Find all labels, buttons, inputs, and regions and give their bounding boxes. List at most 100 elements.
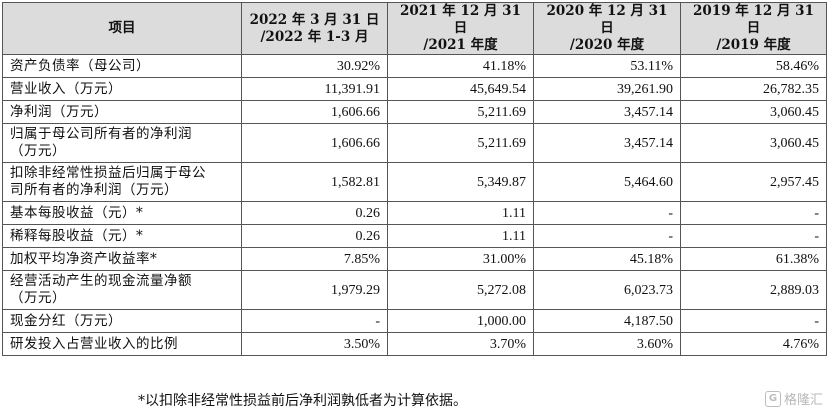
value-cell: 5,272.08 [387,270,534,310]
table-row: 加权平均净资产收益率* 7.85% 31.00% 45.18% 61.38% [2,247,827,271]
financial-indicators-table: 项目 2022 年 3 月 31 日/2022 年 1-3 月 2021 年 12 … [2,2,827,356]
table-body: 资产负债率（母公司） 30.92% 41.18% 53.11% 58.46% 营业收入（万… [2,54,827,356]
header-period-4: 2019 年 12 月 31 日/2019 年度 [680,2,827,55]
table-row: 稀释每股收益（元）* 0.26 1.11- - [2,224,827,248]
value-cell: 1,000.00 [387,309,534,333]
row-label-line: 加权平均净资产收益率* [10,250,158,267]
value-cell: 2,889.03 [680,270,827,310]
row-label-line: 现金分红（万元） [10,312,122,329]
header-line-2: /2019 年度 [716,37,791,53]
header-line-1: 2019 年 12 月 31 日 [693,3,814,36]
watermark: G 格隆汇 [764,389,823,408]
row-label: 营业收入（万元） [2,77,242,101]
value-cell: 1,582.81 [241,162,388,202]
value-cell: 41.18% [387,54,534,78]
value-cell: 5,211.69 [387,100,534,124]
row-label: 现金分红（万元） [2,309,242,333]
table-row: 资产负债率（母公司） 30.92% 41.18% 53.11% 58.46% [2,54,827,78]
header-line-1: 项目 [108,20,136,36]
row-label-line: 扣除非经常性损益后归属于母公 [10,165,206,181]
value-cell: 5,211.69 [387,123,534,163]
table-row: 研发投入占营业收入的比例 3.50% 3.70% 3.60% 4.76% [2,332,827,356]
value-cell: 3,060.45 [680,123,827,163]
value-cell: 3,457.14 [533,123,681,163]
value-cell: 3,457.14 [533,100,681,124]
value-cell: 2,957.45 [680,162,827,202]
row-label-line: 营业收入（万元） [10,80,122,97]
value-cell: 1,979.29 [241,270,388,310]
value-cell: 5,464.60 [533,162,681,202]
row-label-line: 司所有者的净利润（万元） [10,182,178,198]
value-cell: 53.11% [533,54,681,78]
value-cell: - [241,309,388,333]
value-cell: 1.11 [387,201,534,225]
row-label: 扣除非经常性损益后归属于母公 司所有者的净利润（万元） [2,162,242,202]
row-label-line: 净利润（万元） [10,103,108,120]
value-cell: 3.60% [533,332,681,356]
row-label: 稀释每股收益（元）* [2,224,242,248]
row-label: 归属于母公司所有者的净利润 （万元） [2,123,242,163]
row-label: 经营活动产生的现金流量净额 （万元） [2,270,242,310]
value-cell: 5,349.87 [387,162,534,202]
value-cell: 39,261.90 [533,77,681,101]
row-label-line: 资产负债率（母公司） [10,57,150,74]
row-label-line: 稀释每股收益（元）* [10,227,144,244]
value-cell: 7.85% [241,247,388,271]
row-label: 资产负债率（母公司） [2,54,242,78]
header-line-1: 2022 年 3 月 31 日 [249,11,380,28]
gelonghui-logo-icon: G [764,390,781,407]
row-label: 净利润（万元） [2,100,242,124]
table-header-row: 项目 2022 年 3 月 31 日/2022 年 1-3 月 2021 年 12 … [2,2,827,55]
table-row: 经营活动产生的现金流量净额 （万元） 1,979.29 5,272.08 6,023.7… [2,270,827,310]
row-label-line: 研发投入占营业收入的比例 [10,335,178,352]
table-row: 营业收入（万元） 11,391.91 45,649.54 39,261.90 26,78… [2,77,827,101]
table-row: 基本每股收益（元）* 0.26 1.11- - [2,201,827,225]
row-label: 基本每股收益（元）* [2,201,242,225]
row-label: 加权平均净资产收益率* [2,247,242,271]
value-cell: 1,606.66 [241,100,388,124]
value-cell: 3.70% [387,332,534,356]
value-cell: 3.50% [241,332,388,356]
table-row: 扣除非经常性损益后归属于母公 司所有者的净利润（万元） 1,582.81 5,349.… [2,162,827,202]
value-cell: 0.26 [241,201,388,225]
value-cell: - [680,309,827,333]
row-label-line: （万元） [10,143,66,159]
value-cell: 1.11 [387,224,534,248]
header-period-1: 2022 年 3 月 31 日/2022 年 1-3 月 [241,2,388,55]
value-cell: 1,606.66 [241,123,388,163]
table-row: 现金分红（万元） -1,000.00 4,187.50- [2,309,827,333]
value-cell: 4.76% [680,332,827,356]
value-cell: 0.26 [241,224,388,248]
value-cell: 58.46% [680,54,827,78]
row-label-line: 基本每股收益（元）* [10,204,144,221]
watermark-text: 格隆汇 [783,393,823,408]
value-cell: 45.18% [533,247,681,271]
row-label-line: 经营活动产生的现金流量净额 [10,273,192,289]
value-cell: 45,649.54 [387,77,534,101]
header-line-2: /2020 年度 [569,37,645,53]
table-footnote: *以扣除非经常性损益前后净利润孰低者为计算依据。 [138,393,467,409]
value-cell: 26,782.35 [680,77,827,101]
value-cell: - [533,201,681,225]
header-line-1: 2020 年 12 月 31 日 [546,3,668,36]
value-cell: 31.00% [387,247,534,271]
row-label: 研发投入占营业收入的比例 [2,332,242,356]
table-row: 净利润（万元） 1,606.66 5,211.69 3,457.14 3,060.45 [2,100,827,124]
header-item: 项目 [2,2,242,55]
value-cell: 61.38% [680,247,827,271]
value-cell: 6,023.73 [533,270,681,310]
value-cell: - [680,224,827,248]
value-cell: - [533,224,681,248]
header-line-2: /2022 年 1-3 月 [260,28,369,45]
value-cell: 4,187.50 [533,309,681,333]
header-period-3: 2020 年 12 月 31 日/2020 年度 [533,2,681,55]
table-row: 归属于母公司所有者的净利润 （万元） 1,606.66 5,211.69 3,457.1… [2,123,827,163]
value-cell: 30.92% [241,54,388,78]
value-cell: 3,060.45 [680,100,827,124]
header-period-2: 2021 年 12 月 31 日/2021 年度 [387,2,534,55]
value-cell: - [680,201,827,225]
header-line-1: 2021 年 12 月 31 日 [400,3,521,36]
header-line-2: /2021 年度 [423,37,498,53]
row-label-line: （万元） [10,290,66,306]
row-label-line: 归属于母公司所有者的净利润 [10,126,192,142]
